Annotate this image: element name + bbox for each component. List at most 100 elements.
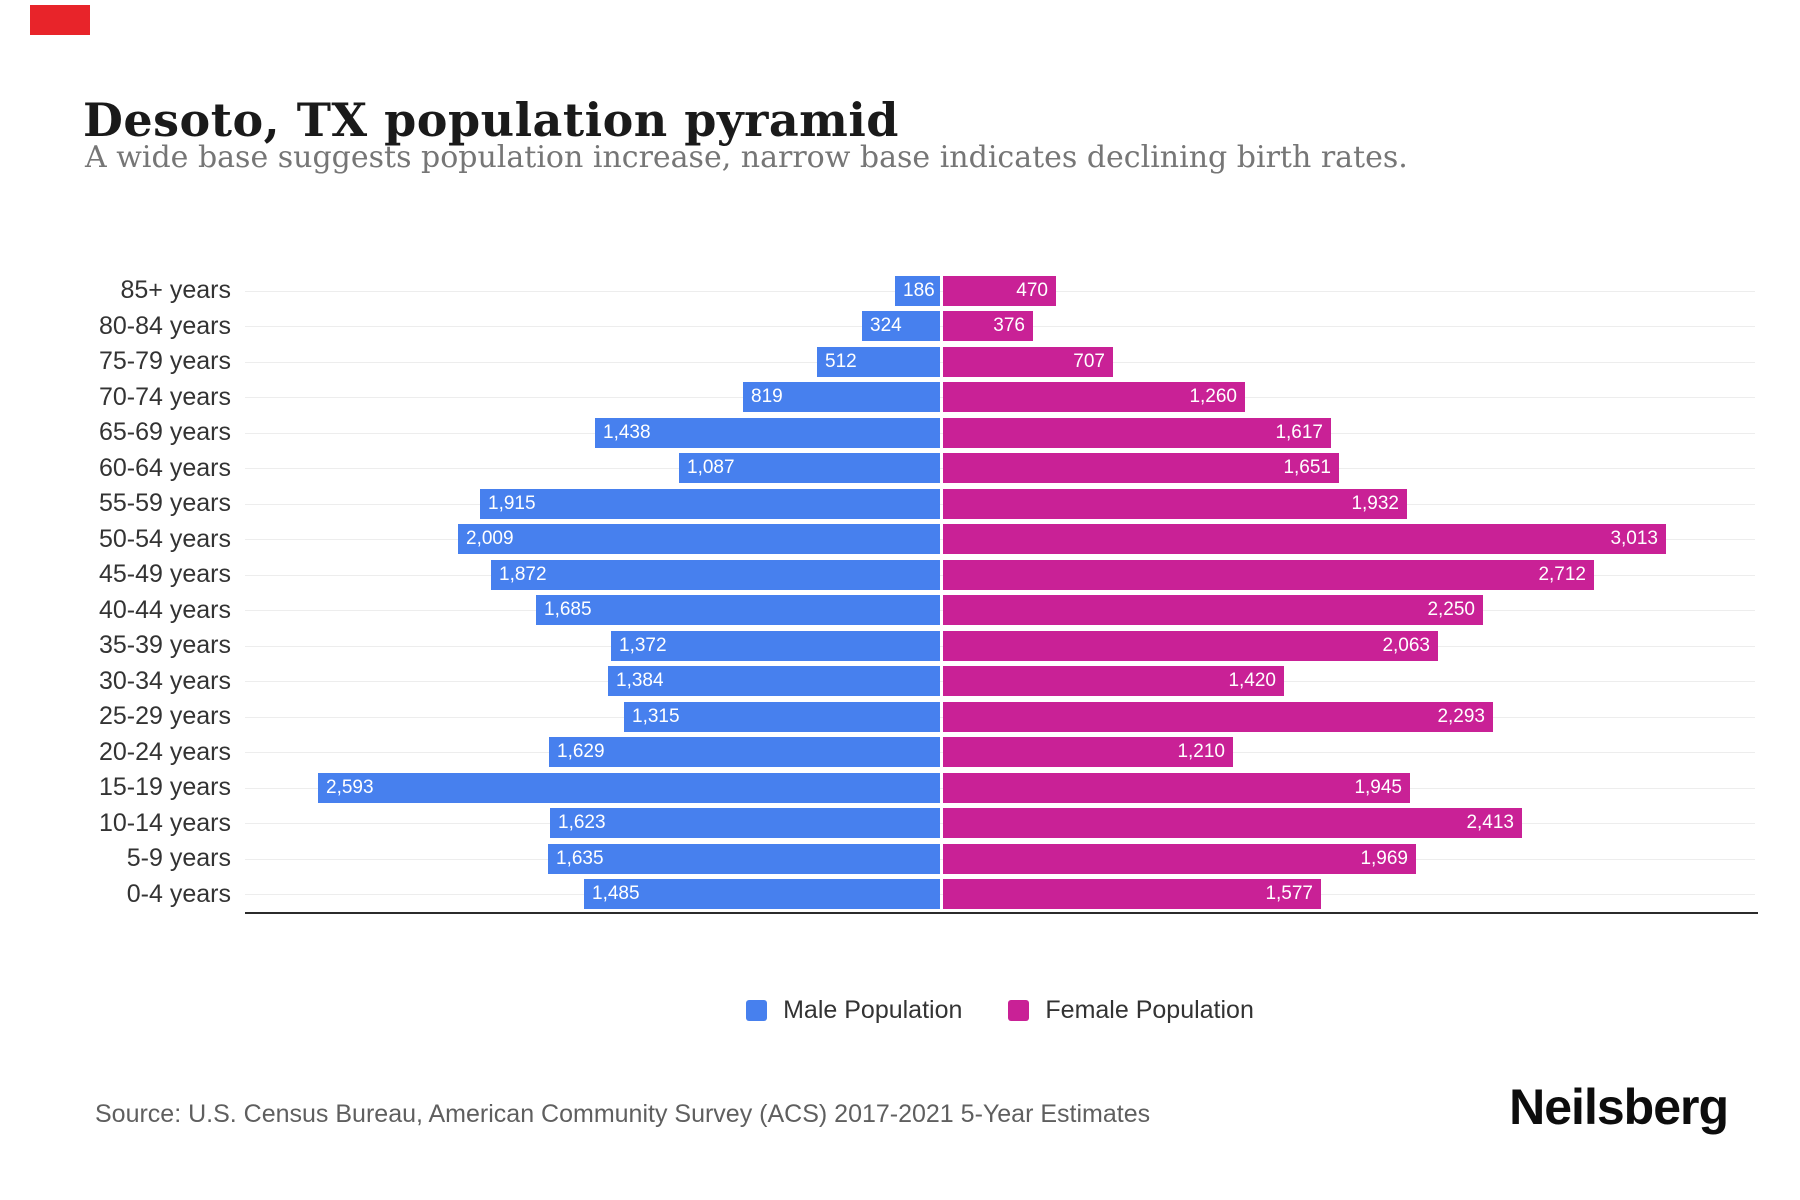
- male-legend-swatch-icon: [746, 999, 768, 1021]
- female-bar: 2,293: [943, 701, 1493, 732]
- pyramid-row: 35-39 years 1,372 2,063: [99, 628, 1755, 664]
- age-group-label: 5-9 years: [126, 844, 231, 872]
- female-value-label: 1,260: [1189, 386, 1237, 408]
- age-group-label: 30-34 years: [98, 666, 231, 695]
- female-bar: 1,651: [943, 453, 1339, 484]
- male-value-label: 1,315: [632, 705, 680, 727]
- female-value-label: 2,293: [1437, 705, 1485, 727]
- female-value-label: 1,577: [1265, 883, 1313, 905]
- male-bar: 1,372: [611, 630, 940, 661]
- female-value-label: 376: [993, 315, 1025, 337]
- age-group-label: 20-24 years: [98, 737, 231, 766]
- pyramid-row: 0-4 years 1,485 1,577: [127, 877, 1755, 913]
- age-group-label: 35-39 years: [98, 631, 231, 659]
- age-group-label: 10-14 years: [98, 808, 231, 837]
- female-bar: 3,013: [943, 524, 1666, 555]
- female-value-label: 2,413: [1466, 812, 1514, 834]
- female-legend-label: Female Population: [1045, 995, 1254, 1024]
- male-value-label: 1,087: [687, 457, 735, 479]
- female-bar: 1,969: [943, 843, 1416, 874]
- female-bar: 2,063: [943, 630, 1438, 661]
- male-value-label: 2,593: [326, 776, 374, 798]
- legend: Male Population Female Population: [245, 992, 1755, 1028]
- male-bar: 512: [817, 346, 940, 377]
- female-bar: 1,945: [943, 772, 1410, 803]
- female-bar: 1,577: [943, 879, 1321, 910]
- age-group-label: 80-84 years: [98, 311, 231, 340]
- age-group-label: 50-54 years: [98, 524, 231, 553]
- male-bar: 1,635: [548, 843, 940, 874]
- male-value-label: 1,685: [544, 599, 592, 621]
- male-value-label: 1,623: [558, 812, 606, 834]
- female-bar: 1,932: [943, 488, 1407, 519]
- female-value-label: 3,013: [1610, 528, 1658, 550]
- female-value-label: 1,617: [1275, 421, 1323, 443]
- male-value-label: 2,009: [466, 528, 514, 550]
- female-bar: 1,617: [943, 417, 1331, 448]
- pyramid-row: 10-14 years 1,623 2,413: [99, 806, 1755, 842]
- age-group-label: 25-29 years: [98, 702, 231, 730]
- male-value-label: 1,872: [499, 563, 547, 585]
- male-bar: 1,872: [491, 559, 940, 590]
- male-bar: 1,915: [480, 488, 940, 519]
- age-group-label: 70-74 years: [98, 382, 231, 411]
- male-value-label: 1,438: [603, 421, 651, 443]
- age-group-label: 15-19 years: [98, 773, 231, 801]
- pyramid-row: 65-69 years 1,438 1,617: [99, 415, 1755, 451]
- age-group-label: 40-44 years: [98, 595, 231, 624]
- male-value-label: 1,384: [616, 670, 664, 692]
- age-group-label: 55-59 years: [98, 489, 231, 517]
- female-value-label: 1,969: [1360, 847, 1408, 869]
- male-bar: 2,009: [458, 524, 940, 555]
- male-bar: 2,593: [318, 772, 940, 803]
- female-bar: 2,413: [943, 808, 1522, 839]
- male-value-label: 1,635: [556, 847, 604, 869]
- pyramid-row: 5-9 years 1,635 1,969: [127, 841, 1755, 877]
- male-value-label: 324: [870, 315, 902, 337]
- female-value-label: 1,945: [1354, 776, 1402, 798]
- male-value-label: 819: [751, 386, 783, 408]
- female-value-label: 1,210: [1177, 741, 1225, 763]
- pyramid-row: 25-29 years 1,315 2,293: [99, 699, 1755, 735]
- pyramid-row: 30-34 years 1,384 1,420: [99, 664, 1755, 700]
- male-bar: 186: [895, 275, 940, 306]
- age-group-label: 75-79 years: [98, 347, 231, 375]
- female-bar: 2,712: [943, 559, 1594, 590]
- male-bar: 1,087: [679, 453, 940, 484]
- pyramid-row: 75-79 years 512 707: [99, 344, 1755, 380]
- male-bar: 324: [862, 311, 940, 342]
- female-bar: 2,250: [943, 595, 1483, 626]
- female-bar: 1,210: [943, 737, 1233, 768]
- male-bar: 1,384: [608, 666, 940, 697]
- legend-item-male[interactable]: Male Population: [746, 996, 962, 1025]
- male-value-label: 1,372: [619, 634, 667, 656]
- female-bar: 376: [943, 311, 1033, 342]
- age-group-label: 60-64 years: [98, 453, 231, 482]
- age-group-label: 65-69 years: [98, 418, 231, 446]
- female-value-label: 2,250: [1427, 599, 1475, 621]
- female-legend-swatch-icon: [1008, 999, 1030, 1021]
- male-value-label: 1,485: [592, 883, 640, 905]
- legend-item-female[interactable]: Female Population: [1008, 995, 1254, 1025]
- female-value-label: 707: [1073, 350, 1105, 372]
- recording-indicator: [30, 5, 90, 35]
- male-legend-label: Male Population: [783, 995, 963, 1024]
- pyramid-row: 80-84 years 324 376: [99, 309, 1755, 345]
- plot-area: 85+ years 186 470 80-84 years 324 376 75-79 ye…: [99, 273, 1755, 913]
- source-attribution: Source: U.S. Census Bureau, American Com…: [95, 1100, 1151, 1128]
- male-value-label: 1,629: [557, 741, 605, 763]
- x-axis-baseline: [245, 912, 1758, 914]
- chart-subtitle: A wide base suggests population increase…: [85, 140, 1408, 175]
- female-bar: 470: [943, 275, 1056, 306]
- male-bar: 1,438: [595, 417, 940, 448]
- male-bar: 1,485: [584, 879, 940, 910]
- pyramid-row: 85+ years 186 470: [121, 273, 1755, 309]
- female-value-label: 1,420: [1228, 670, 1276, 692]
- female-value-label: 2,063: [1382, 634, 1430, 656]
- pyramid-row: 70-74 years 819 1,260: [99, 380, 1755, 416]
- female-value-label: 470: [1016, 279, 1048, 301]
- pyramid-row: 40-44 years 1,685 2,250: [99, 593, 1755, 629]
- pyramid-row: 55-59 years 1,915 1,932: [99, 486, 1755, 522]
- age-group-label: 45-49 years: [98, 560, 231, 588]
- male-value-label: 186: [903, 279, 935, 301]
